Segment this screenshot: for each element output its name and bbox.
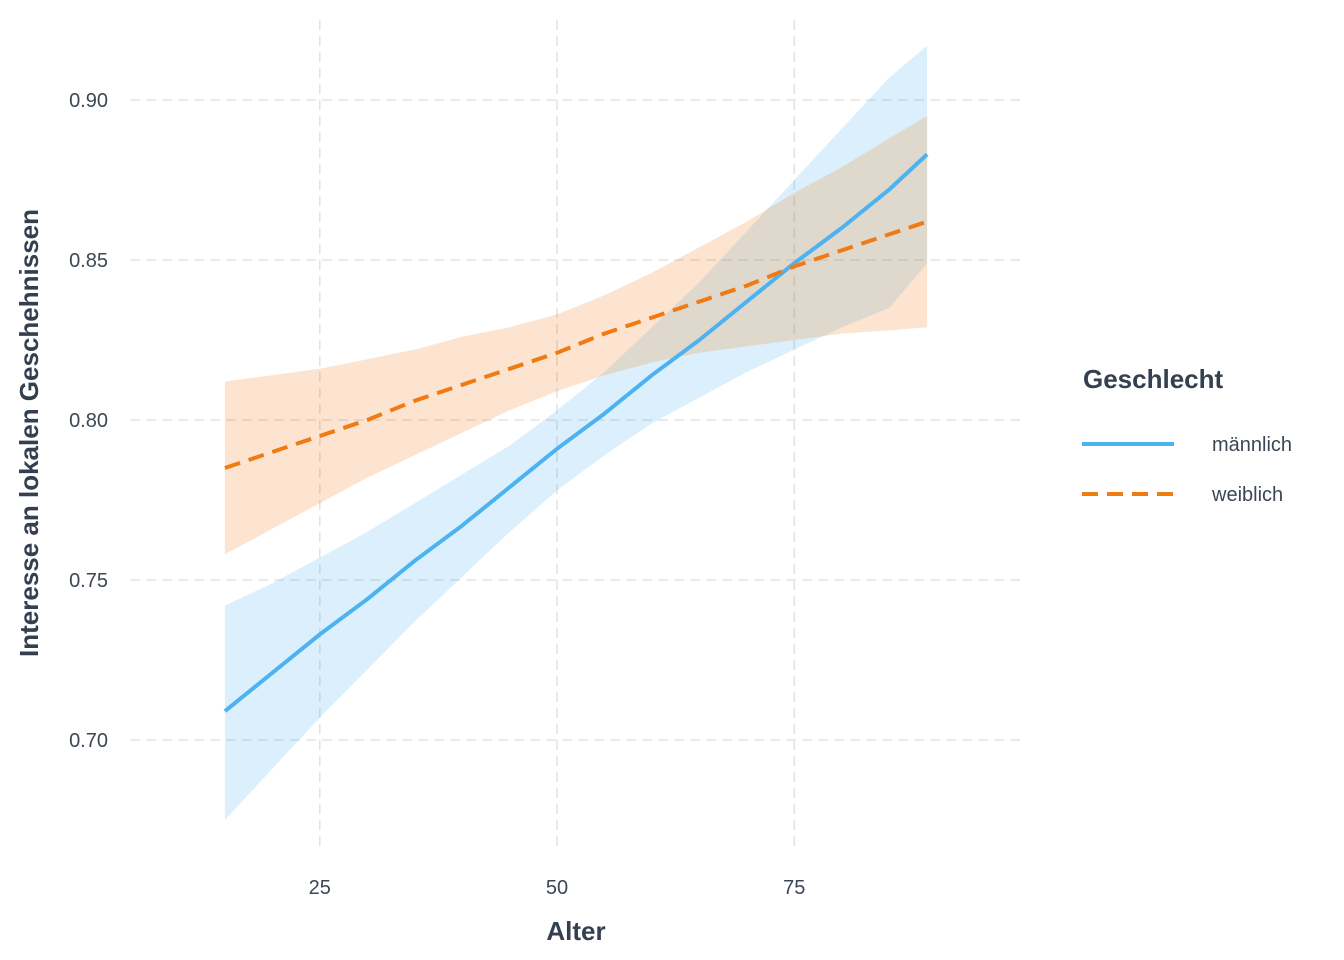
y-tick-label: 0.70 [69,730,108,752]
legend-label-weiblich: weiblich [1211,484,1283,506]
series-line-weiblich [224,219,928,470]
series-lines [223,152,929,713]
grid [130,20,1022,852]
x-axis-ticks: 25 50 75 [309,877,806,899]
series-line-maennlich [223,152,929,713]
legend-label-maennlich: männlich [1212,434,1292,456]
legend-entries: männlich weiblich [1082,434,1292,506]
legend: Geschlecht männlich weiblich [1082,364,1292,506]
confidence-band-weiblich [224,116,928,555]
x-tick-label: 75 [783,877,805,899]
y-tick-label: 0.75 [69,570,108,592]
x-axis-title: Alter [546,916,605,946]
x-tick-label: 25 [309,877,331,899]
y-axis-ticks: 0.70 0.75 0.80 0.85 0.90 [69,90,108,752]
y-axis-title: Interesse an lokalen Geschehnissen [14,209,44,657]
x-tick-label: 50 [546,877,568,899]
y-tick-label: 0.90 [69,90,108,112]
legend-title: Geschlecht [1083,364,1224,394]
y-tick-label: 0.80 [69,410,108,432]
y-tick-label: 0.85 [69,250,108,272]
